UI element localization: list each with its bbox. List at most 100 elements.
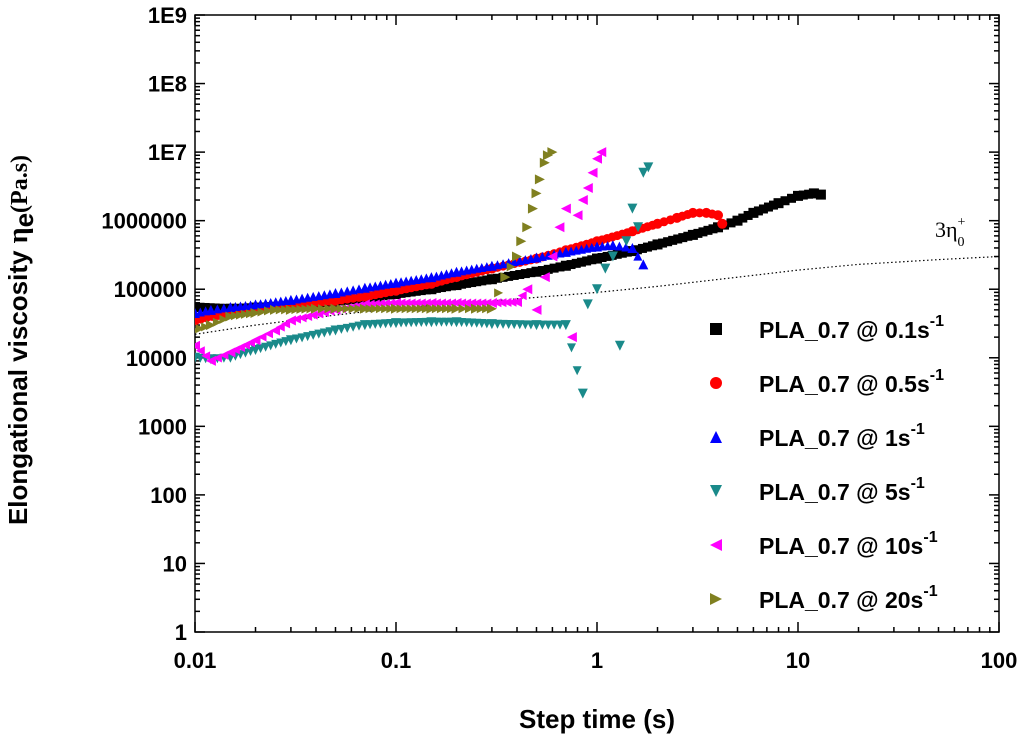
data-point — [401, 304, 411, 314]
x-tick-label: 0.01 — [174, 648, 217, 673]
y-tick-label: 100000 — [114, 277, 187, 302]
data-point — [275, 305, 285, 315]
legend-item: PLA_0.7 @ 20s-1 — [710, 583, 938, 613]
legend-item: PLA_0.7 @ 0.1s-1 — [710, 313, 944, 343]
x-tick-label: 0.1 — [381, 648, 412, 673]
data-point — [464, 304, 474, 314]
legend: PLA_0.7 @ 0.1s-1 PLA_0.7 @ 0.5s-1 PLA_0.7 … — [710, 313, 944, 613]
data-point — [486, 274, 497, 285]
data-point — [325, 327, 335, 337]
axis-ticks — [194, 14, 1000, 633]
data-point — [539, 272, 550, 283]
data-point — [673, 234, 683, 244]
data-point — [257, 332, 267, 342]
series-6 — [195, 147, 558, 334]
data-point — [658, 238, 668, 248]
data-point — [281, 305, 291, 315]
data-point — [219, 350, 229, 360]
data-point — [441, 282, 451, 292]
data-point — [517, 291, 527, 301]
data-point — [668, 235, 678, 245]
data-point — [296, 304, 306, 314]
data-point — [375, 304, 385, 314]
data-point — [572, 210, 583, 221]
data-point — [708, 224, 718, 234]
data-point — [531, 266, 542, 277]
data-point — [555, 262, 565, 272]
data-point — [663, 237, 673, 247]
data-point — [793, 190, 803, 201]
data-point — [780, 196, 790, 206]
data-point — [768, 200, 778, 210]
data-point — [205, 355, 216, 366]
data-point — [687, 207, 698, 218]
data-point — [285, 335, 296, 346]
data-point — [617, 248, 627, 258]
data-point — [482, 304, 492, 314]
data-point — [753, 206, 763, 216]
data-point — [324, 304, 334, 314]
data-point — [416, 304, 426, 314]
data-point — [607, 240, 618, 251]
data-point — [632, 245, 642, 255]
data-point — [314, 329, 324, 339]
data-point — [560, 320, 571, 331]
legend-item: PLA_0.7 @ 1s-1 — [710, 421, 925, 451]
data-point — [582, 299, 593, 310]
data-point — [263, 306, 273, 316]
data-point — [391, 303, 401, 314]
data-point — [531, 304, 542, 315]
legend-marker — [710, 539, 722, 551]
data-point — [467, 278, 477, 288]
data-point — [571, 258, 581, 268]
data-point — [195, 302, 205, 312]
data-point — [509, 270, 519, 280]
series-3 — [195, 240, 649, 318]
series-1 — [195, 188, 826, 314]
data-point — [195, 324, 205, 334]
data-point — [212, 353, 222, 363]
data-point — [621, 242, 631, 252]
data-point — [431, 283, 441, 293]
legend-label: PLA_0.7 @ 0.1s-1 — [759, 313, 944, 343]
data-point — [205, 320, 216, 331]
data-point — [732, 215, 743, 226]
data-point — [543, 264, 553, 274]
y-tick-label: 1E9 — [148, 3, 187, 28]
data-point — [512, 251, 523, 262]
data-point — [291, 305, 301, 315]
data-point — [301, 304, 311, 314]
data-point — [520, 269, 530, 279]
data-point — [600, 263, 611, 274]
data-point — [576, 257, 586, 267]
data-point — [549, 263, 559, 273]
y-tick-labels: 1 10 100 1000 10000 100000 1000000 1E7 1E8 1E9 — [101, 3, 187, 645]
data-point — [507, 297, 517, 307]
data-point — [212, 304, 222, 314]
data-point — [717, 218, 728, 229]
legend-item: PLA_0.7 @ 0.5s-1 — [710, 367, 944, 397]
data-point — [276, 338, 286, 348]
data-point — [713, 210, 724, 221]
data-point — [763, 202, 773, 212]
data-point — [539, 157, 550, 168]
y-tick-label: 100 — [150, 483, 187, 508]
data-point — [462, 298, 472, 308]
data-point — [567, 343, 577, 353]
data-point — [582, 256, 592, 266]
data-point — [306, 304, 316, 314]
legend-marker — [710, 485, 722, 497]
data-point — [426, 284, 437, 295]
data-point — [534, 174, 545, 185]
data-point — [205, 304, 216, 315]
data-point — [457, 298, 467, 308]
data-point — [713, 222, 724, 233]
data-point — [470, 303, 481, 314]
legend-item: PLA_0.7 @ 10s-1 — [710, 529, 938, 559]
data-point — [348, 304, 358, 314]
data-point — [462, 278, 472, 288]
data-point — [406, 304, 416, 314]
data-point — [497, 298, 507, 308]
data-point — [297, 313, 307, 323]
data-point — [210, 303, 220, 313]
